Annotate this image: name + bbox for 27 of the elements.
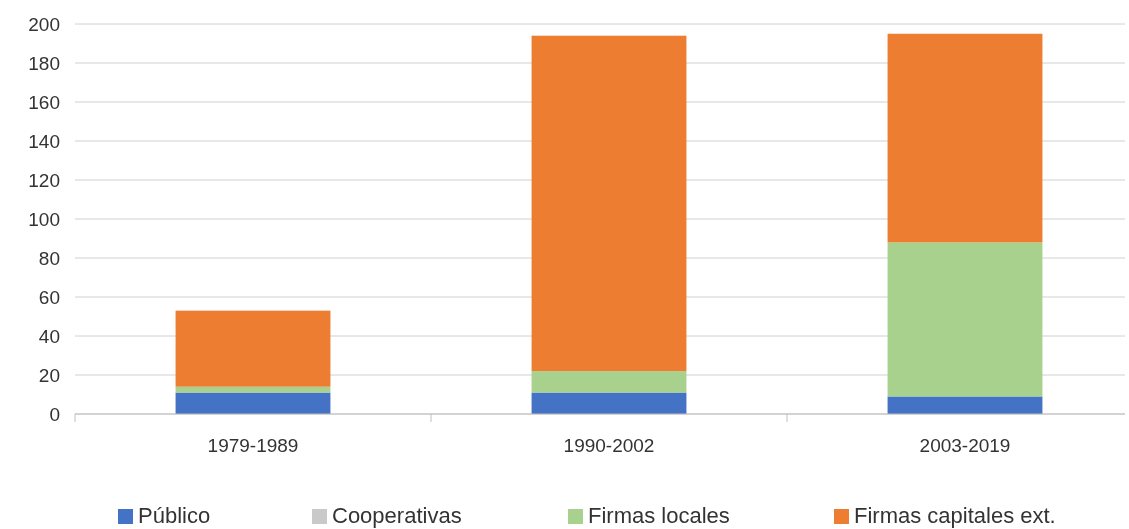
y-tick-label: 120 bbox=[28, 169, 60, 191]
y-tick-label: 0 bbox=[49, 403, 60, 425]
legend-label: Cooperativas bbox=[332, 503, 462, 528]
bar bbox=[531, 392, 687, 414]
bar bbox=[175, 310, 331, 387]
y-tick-label: 40 bbox=[38, 325, 60, 347]
y-tick-label: 160 bbox=[28, 91, 60, 113]
legend-label: Público bbox=[138, 503, 211, 528]
bar bbox=[887, 242, 1043, 397]
bar bbox=[175, 386, 331, 393]
y-tick-label: 200 bbox=[28, 13, 60, 35]
y-tick-label: 60 bbox=[38, 286, 60, 308]
bar bbox=[175, 392, 331, 414]
y-tick-label: 20 bbox=[38, 364, 60, 386]
y-tick-label: 100 bbox=[28, 208, 60, 230]
x-tick-label: 1979-1989 bbox=[207, 435, 299, 456]
bar bbox=[531, 35, 687, 372]
legend-label: Firmas capitales ext. bbox=[854, 503, 1056, 528]
y-tick-label: 180 bbox=[28, 52, 60, 74]
y-tick-label: 80 bbox=[38, 247, 60, 269]
x-tick-label: 1990-2002 bbox=[563, 435, 655, 456]
y-tick-label: 140 bbox=[28, 130, 60, 152]
x-tick-label: 2003-2019 bbox=[919, 435, 1011, 456]
legend-label: Firmas locales bbox=[588, 503, 730, 528]
bar bbox=[887, 33, 1043, 243]
bar bbox=[531, 371, 687, 393]
bar bbox=[887, 396, 1043, 414]
